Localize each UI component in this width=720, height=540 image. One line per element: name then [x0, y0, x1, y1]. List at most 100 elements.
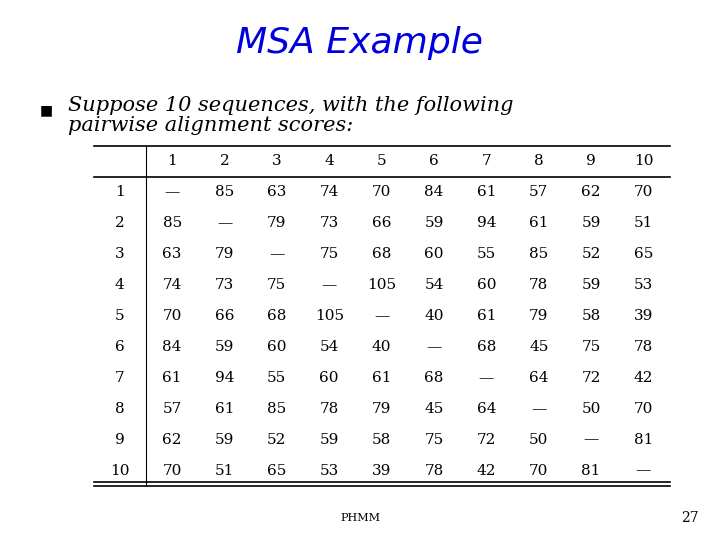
Text: 78: 78	[424, 463, 444, 477]
Text: 9: 9	[115, 433, 125, 447]
Text: 42: 42	[634, 371, 653, 385]
Text: 74: 74	[320, 185, 339, 199]
Text: —: —	[583, 433, 598, 447]
Text: 61: 61	[529, 216, 549, 230]
Text: 8: 8	[534, 154, 544, 168]
Text: 70: 70	[372, 185, 391, 199]
Text: 84: 84	[163, 340, 182, 354]
Text: 65: 65	[267, 463, 287, 477]
Text: 75: 75	[267, 278, 287, 292]
Text: 58: 58	[372, 433, 391, 447]
Text: 8: 8	[115, 402, 125, 416]
Text: 60: 60	[320, 371, 339, 385]
Text: 85: 85	[215, 185, 234, 199]
Text: 42: 42	[477, 463, 496, 477]
Text: 59: 59	[581, 216, 600, 230]
Text: 68: 68	[424, 371, 444, 385]
Text: 70: 70	[163, 309, 182, 323]
Text: 61: 61	[215, 402, 234, 416]
Text: pairwise alignment scores:: pairwise alignment scores:	[68, 116, 354, 135]
Text: 70: 70	[634, 185, 653, 199]
Text: 75: 75	[320, 247, 339, 261]
Text: 58: 58	[582, 309, 600, 323]
Text: 45: 45	[529, 340, 549, 354]
Text: 52: 52	[267, 433, 287, 447]
Text: 79: 79	[267, 216, 287, 230]
Text: 6: 6	[115, 340, 125, 354]
Text: 2: 2	[115, 216, 125, 230]
Text: 94: 94	[215, 371, 234, 385]
Text: 59: 59	[424, 216, 444, 230]
Text: 81: 81	[581, 463, 600, 477]
Text: 62: 62	[163, 433, 182, 447]
Text: 54: 54	[320, 340, 339, 354]
Text: 105: 105	[315, 309, 343, 323]
Text: 79: 79	[215, 247, 234, 261]
Text: 64: 64	[529, 371, 549, 385]
Text: 85: 85	[529, 247, 549, 261]
Text: 72: 72	[581, 371, 600, 385]
Text: 85: 85	[267, 402, 287, 416]
Text: 59: 59	[215, 433, 234, 447]
Text: —: —	[479, 371, 494, 385]
Text: 61: 61	[163, 371, 182, 385]
Text: —: —	[165, 185, 180, 199]
Text: 75: 75	[424, 433, 444, 447]
Text: 85: 85	[163, 216, 181, 230]
Text: —: —	[322, 278, 337, 292]
Text: 65: 65	[634, 247, 653, 261]
Text: —: —	[217, 216, 232, 230]
Text: 27: 27	[681, 511, 698, 525]
Text: 78: 78	[634, 340, 653, 354]
Text: 53: 53	[634, 278, 653, 292]
Text: 75: 75	[582, 340, 600, 354]
Text: 51: 51	[215, 463, 234, 477]
Text: 73: 73	[215, 278, 234, 292]
Text: 55: 55	[267, 371, 287, 385]
Text: 4: 4	[325, 154, 334, 168]
Text: 84: 84	[424, 185, 444, 199]
Text: 59: 59	[215, 340, 234, 354]
Text: 70: 70	[634, 402, 653, 416]
Text: 60: 60	[424, 247, 444, 261]
Text: 61: 61	[477, 185, 496, 199]
Text: 66: 66	[372, 216, 392, 230]
Text: —: —	[269, 247, 284, 261]
Text: —: —	[531, 402, 546, 416]
Text: MSA Example: MSA Example	[236, 26, 484, 60]
Text: 59: 59	[320, 433, 339, 447]
Text: —: —	[636, 463, 651, 477]
Text: 52: 52	[581, 247, 600, 261]
Text: 39: 39	[372, 463, 391, 477]
Text: 4: 4	[115, 278, 125, 292]
Text: 51: 51	[634, 216, 653, 230]
Text: 60: 60	[477, 278, 496, 292]
Text: 68: 68	[372, 247, 391, 261]
Text: 6: 6	[429, 154, 438, 168]
Text: 81: 81	[634, 433, 653, 447]
Text: 66: 66	[215, 309, 234, 323]
Text: 68: 68	[477, 340, 496, 354]
Text: 1: 1	[115, 185, 125, 199]
Text: 50: 50	[529, 433, 549, 447]
Text: 55: 55	[477, 247, 496, 261]
Text: 53: 53	[320, 463, 339, 477]
Text: 50: 50	[581, 402, 600, 416]
Text: —: —	[374, 309, 390, 323]
Text: 2: 2	[220, 154, 230, 168]
Text: —: —	[426, 340, 441, 354]
Text: 64: 64	[477, 402, 496, 416]
Text: 39: 39	[634, 309, 653, 323]
Text: 5: 5	[115, 309, 125, 323]
Text: 10: 10	[634, 154, 653, 168]
Text: 62: 62	[581, 185, 600, 199]
Text: 79: 79	[529, 309, 549, 323]
Text: 9: 9	[586, 154, 596, 168]
Text: 61: 61	[477, 309, 496, 323]
Text: 70: 70	[163, 463, 182, 477]
Text: 5: 5	[377, 154, 387, 168]
Text: 94: 94	[477, 216, 496, 230]
Text: 73: 73	[320, 216, 339, 230]
Text: 59: 59	[581, 278, 600, 292]
Text: 40: 40	[372, 340, 392, 354]
